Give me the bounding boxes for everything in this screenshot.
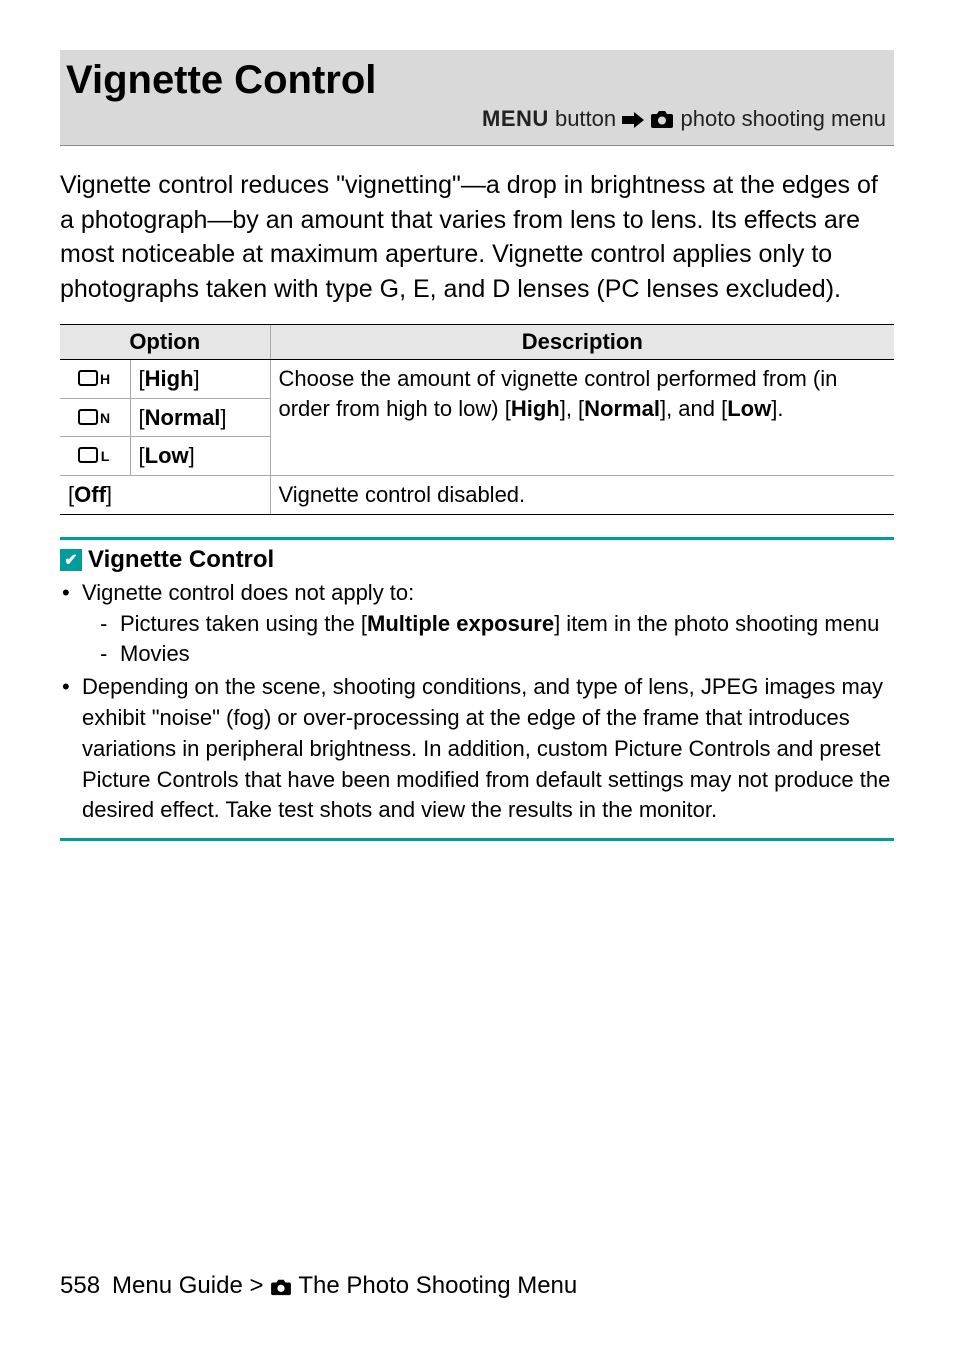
option-label-normal: [Normal] bbox=[130, 398, 270, 437]
list-item: Vignette control does not apply to: Pict… bbox=[60, 578, 894, 670]
list-item: Depending on the scene, shooting conditi… bbox=[60, 672, 894, 826]
breadcrumb-menu-path: MENU button photo shooting menu bbox=[64, 104, 894, 139]
camera-icon bbox=[270, 1275, 292, 1303]
intro-paragraph: Vignette control reduces "vignetting"—a … bbox=[60, 168, 894, 306]
option-icon-normal: N bbox=[60, 398, 130, 437]
button-word: button bbox=[555, 106, 616, 131]
svg-text:N: N bbox=[100, 410, 110, 426]
col-option: Option bbox=[60, 325, 270, 360]
note-list: Vignette control does not apply to: Pict… bbox=[60, 578, 894, 828]
option-label-high: [High] bbox=[130, 360, 270, 399]
check-icon: ✔ bbox=[60, 549, 82, 571]
option-icon-low: L bbox=[60, 437, 130, 476]
note-heading: ✔ Vignette Control bbox=[60, 546, 894, 574]
table-row: H [High] Choose the amount of vignette c… bbox=[60, 360, 894, 399]
list-item: Movies bbox=[100, 639, 894, 670]
page-footer: 558 Menu Guide > The Photo Shooting Menu bbox=[60, 1272, 894, 1303]
footer-breadcrumb: Menu Guide > The Photo Shooting Menu bbox=[112, 1272, 577, 1303]
sub-list: Pictures taken using the [Multiple expos… bbox=[82, 609, 894, 671]
option-label-low: [Low] bbox=[130, 437, 270, 476]
arrow-right-icon bbox=[622, 108, 644, 134]
menu-button-label: MENU bbox=[482, 106, 549, 131]
table-row: [Off] Vignette control disabled. bbox=[60, 476, 894, 515]
table-header-row: Option Description bbox=[60, 325, 894, 360]
divider-bottom bbox=[60, 838, 894, 841]
svg-text:H: H bbox=[100, 371, 110, 387]
options-table: Option Description H [High] Choose the a… bbox=[60, 324, 894, 515]
desc-shared: Choose the amount of vignette control pe… bbox=[270, 360, 894, 476]
option-icon-high: H bbox=[60, 360, 130, 399]
note-title: Vignette Control bbox=[88, 546, 274, 574]
page-number: 558 bbox=[60, 1272, 100, 1300]
camera-icon bbox=[650, 109, 674, 135]
col-description: Description bbox=[270, 325, 894, 360]
divider-top bbox=[60, 537, 894, 540]
svg-text:L: L bbox=[100, 448, 109, 464]
list-item: Pictures taken using the [Multiple expos… bbox=[100, 609, 894, 640]
desc-off: Vignette control disabled. bbox=[270, 476, 894, 515]
title-block: Vignette Control MENU button photo shoot… bbox=[60, 50, 894, 146]
page-title: Vignette Control bbox=[64, 56, 894, 104]
option-label-off: [Off] bbox=[60, 476, 270, 515]
page: Vignette Control MENU button photo shoot… bbox=[0, 0, 954, 1345]
menu-path-text: photo shooting menu bbox=[681, 106, 887, 131]
